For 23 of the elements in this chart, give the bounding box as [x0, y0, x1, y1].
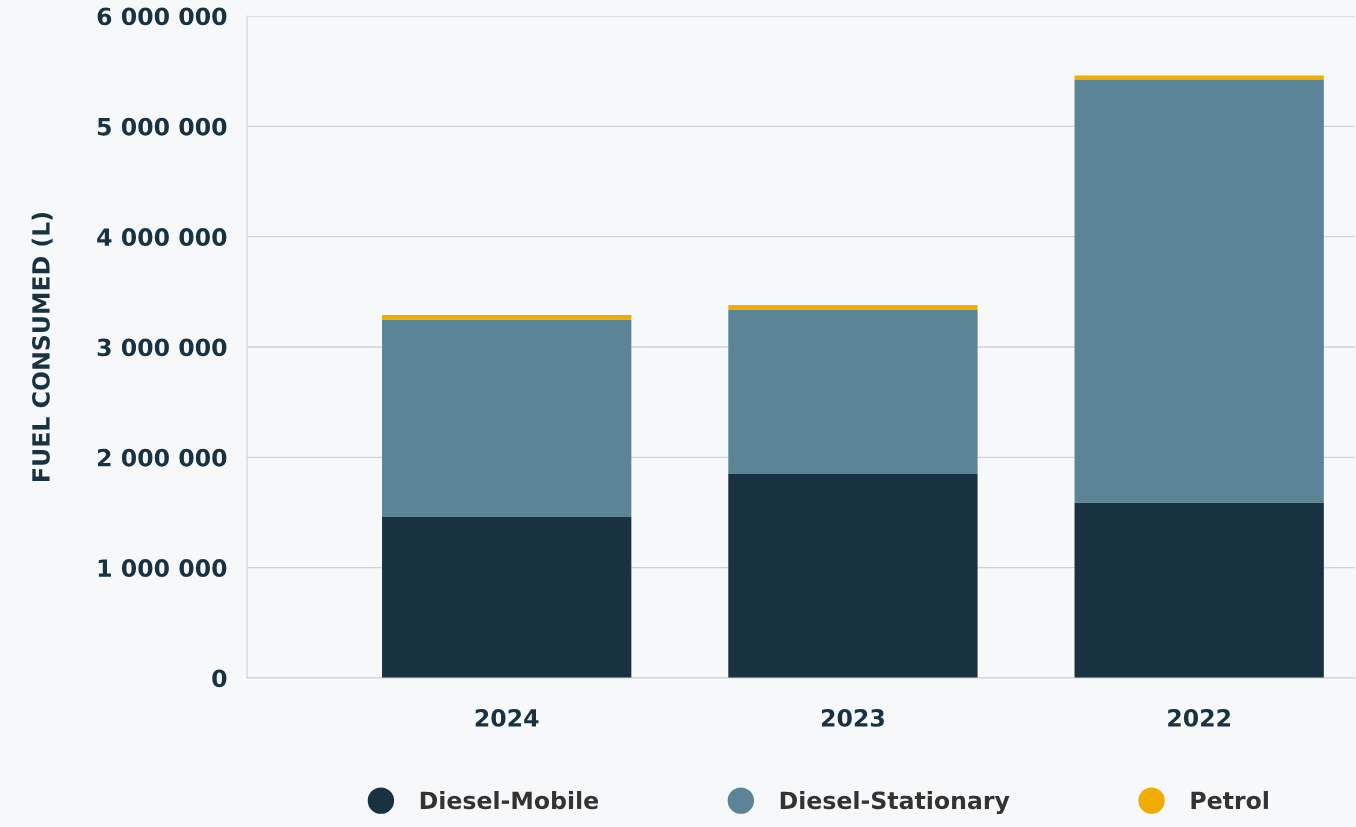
bar — [1074, 75, 1324, 80]
legend-label: Petrol — [1191, 790, 1268, 810]
y-tick-label: 6 000 000 — [97, 7, 227, 26]
y-tick-label: 3 000 000 — [97, 338, 227, 357]
x-tick-label: 2022 — [1168, 708, 1230, 727]
y-axis-title: FUEL CONSUMED (L) — [31, 212, 53, 481]
y-tick-label: 1 000 000 — [98, 559, 227, 577]
x-tick-label: 2024 — [475, 708, 539, 727]
bar — [1074, 79, 1324, 503]
y-tick-label: 2 000 000 — [97, 448, 227, 467]
y-tick-label: 0 — [212, 669, 227, 688]
bar — [728, 473, 978, 678]
legend-label: Diesel-Stationary — [780, 790, 1010, 815]
x-tick-label: 2023 — [821, 708, 884, 727]
bar — [1074, 502, 1324, 678]
bar — [728, 309, 978, 474]
bar — [382, 319, 632, 517]
legend-label: Diesel-Mobile — [420, 790, 599, 810]
y-tick-label: 4 000 000 — [97, 228, 227, 246]
bar — [382, 315, 632, 320]
y-tick-label: 5 000 000 — [97, 117, 227, 136]
bar — [382, 516, 632, 678]
bar — [728, 305, 978, 310]
